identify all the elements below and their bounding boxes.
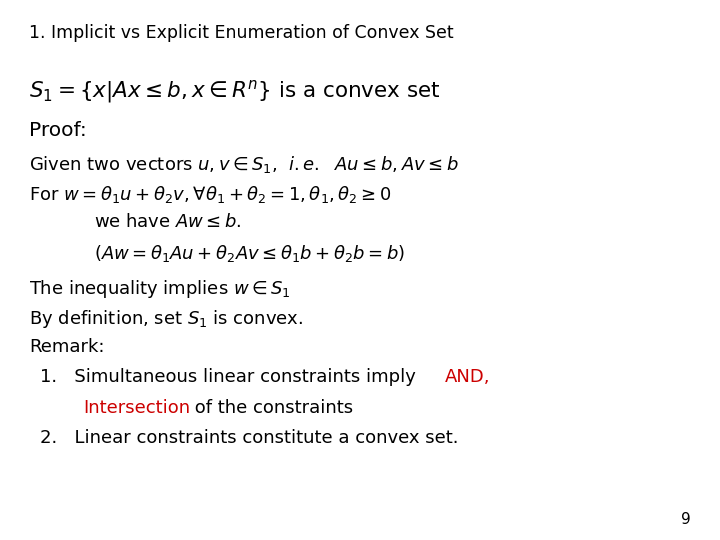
Text: For $w = \theta_1 u + \theta_2 v, \forall \theta_1 + \theta_2 = 1, \theta_1, \th: For $w = \theta_1 u + \theta_2 v, \foral… [29,184,391,205]
Text: 2.   Linear constraints constitute a convex set.: 2. Linear constraints constitute a conve… [40,429,458,447]
Text: of the constraints: of the constraints [189,399,354,416]
Text: $(Aw = \theta_1 Au + \theta_2 Av \leq \theta_1 b + \theta_2 b = b)$: $(Aw = \theta_1 Au + \theta_2 Av \leq \t… [94,243,405,264]
Text: 9: 9 [681,511,691,526]
Text: Given two vectors $u, v \in S_1$,  $i.e.$  $Au \leq b, Av \leq b$: Given two vectors $u, v \in S_1$, $i.e.$… [29,154,459,175]
Text: Proof:: Proof: [29,122,86,140]
Text: we have $Aw \leq b.$: we have $Aw \leq b.$ [94,213,241,231]
Text: $S_1 = \{x|Ax \leq b, x \in R^n\}$ is a convex set: $S_1 = \{x|Ax \leq b, x \in R^n\}$ is a … [29,78,441,105]
Text: 1.   Simultaneous linear constraints imply: 1. Simultaneous linear constraints imply [40,368,421,386]
Text: The inequality implies $w \in S_1$: The inequality implies $w \in S_1$ [29,278,291,300]
Text: By definition, set $S_1$ is convex.: By definition, set $S_1$ is convex. [29,308,303,330]
Text: AND,: AND, [445,368,490,386]
Text: 1. Implicit vs Explicit Enumeration of Convex Set: 1. Implicit vs Explicit Enumeration of C… [29,24,454,42]
Text: Remark:: Remark: [29,338,104,355]
Text: Intersection: Intersection [83,399,190,416]
